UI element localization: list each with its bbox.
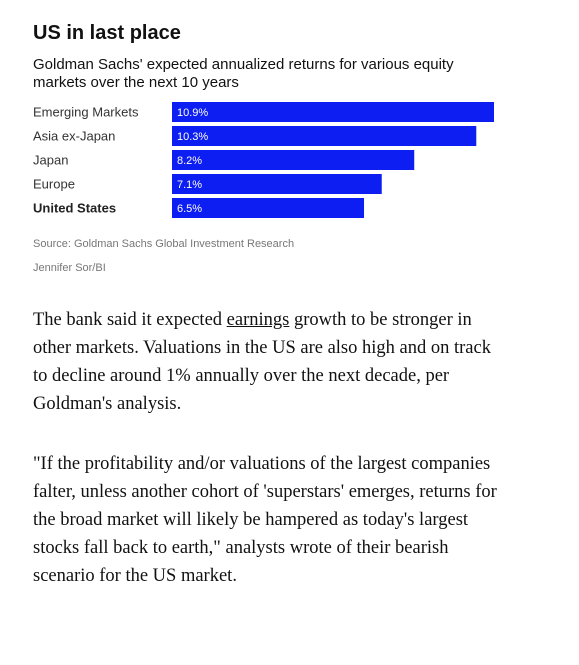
category-label: United States xyxy=(33,200,116,215)
bar xyxy=(172,174,382,194)
paragraph: The bank said it expected earnings growt… xyxy=(33,306,503,418)
credit: Jennifer Sor/BI xyxy=(33,262,106,274)
category-label: Emerging Markets xyxy=(33,104,139,119)
bar xyxy=(172,198,365,218)
value-label: 8.2% xyxy=(177,155,202,167)
chart-title: US in last place xyxy=(33,22,181,44)
category-label: Europe xyxy=(33,176,75,191)
chart-subtitle: Goldman Sachs' expected annualized retur… xyxy=(33,56,454,91)
value-label: 6.5% xyxy=(177,203,202,215)
text: growth to be stronger in other markets. … xyxy=(33,310,491,414)
text: The bank said it expected xyxy=(33,310,227,330)
category-label: Asia ex-Japan xyxy=(33,128,115,143)
text: "If the profitability and/or valuations … xyxy=(33,454,497,586)
source: Source: Goldman Sachs Global Investment … xyxy=(33,238,295,250)
category-label: Japan xyxy=(33,152,68,167)
article: The bank said it expected earnings growt… xyxy=(33,306,503,622)
bar xyxy=(172,102,494,122)
bar xyxy=(172,150,415,170)
chart: Emerging Markets 10.9% Asia ex-Japan 10.3% J… xyxy=(33,102,494,218)
value-label: 10.9% xyxy=(177,107,208,119)
paragraph: "If the profitability and/or valuations … xyxy=(33,450,503,590)
bar xyxy=(172,126,477,146)
link[interactable]: earnings xyxy=(226,310,290,330)
value-label: 7.1% xyxy=(177,179,202,191)
value-label: 10.3% xyxy=(177,131,208,143)
